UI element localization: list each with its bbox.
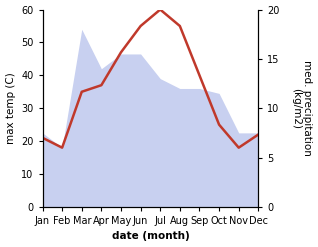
Y-axis label: max temp (C): max temp (C) [5,72,16,144]
Y-axis label: med. precipitation
(kg/m2): med. precipitation (kg/m2) [291,60,313,156]
X-axis label: date (month): date (month) [112,231,189,242]
